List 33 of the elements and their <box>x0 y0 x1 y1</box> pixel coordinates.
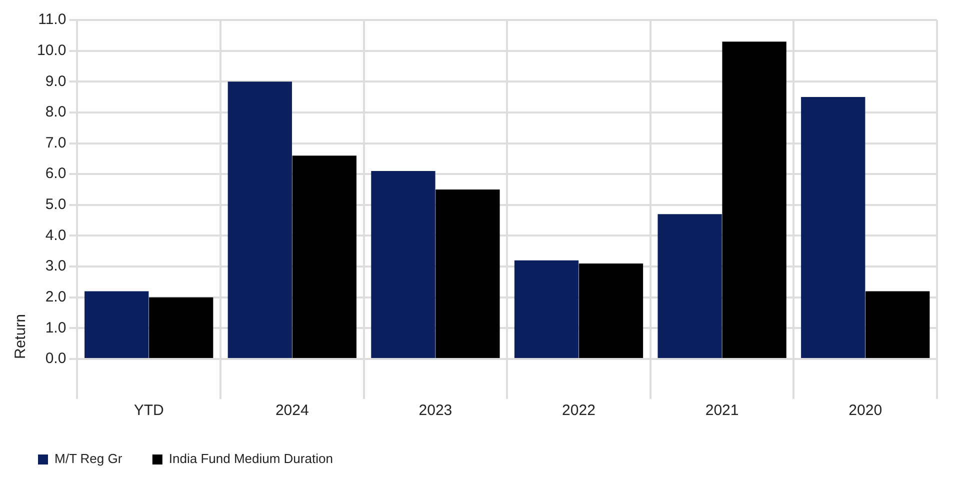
y-tick-label: 8.0 <box>45 104 66 121</box>
y-tick-label: 2.0 <box>45 288 66 306</box>
bar <box>436 190 500 358</box>
bar <box>371 171 436 358</box>
bar <box>578 263 644 358</box>
y-tick-label: 5.0 <box>45 196 66 214</box>
y-tick-label: 7.0 <box>45 134 66 152</box>
bar <box>801 97 866 358</box>
y-tick-label: 0.0 <box>45 350 66 368</box>
bar <box>149 297 214 358</box>
legend-label: India Fund Medium Duration <box>168 451 333 466</box>
x-tick-label: 2024 <box>275 402 309 420</box>
bar <box>722 42 786 358</box>
bar <box>866 291 930 358</box>
bar <box>84 291 149 358</box>
bar <box>658 214 722 358</box>
bar <box>514 260 579 358</box>
y-tick-label: 1.0 <box>45 319 66 336</box>
x-tick-label: 2022 <box>562 402 596 420</box>
bar <box>292 156 356 358</box>
x-tick-label: 2020 <box>848 402 882 420</box>
y-tick-label: 3.0 <box>45 258 66 275</box>
legend-label: M/T Reg Gr <box>54 451 123 466</box>
y-tick-label: 11.0 <box>38 11 66 28</box>
x-tick-label: 2023 <box>418 402 452 420</box>
y-tick-label: 10.0 <box>36 42 66 59</box>
y-tick-label: 6.0 <box>45 165 66 182</box>
bar <box>228 82 292 358</box>
y-axis-title: Return <box>12 314 30 359</box>
y-tick-label: 4.0 <box>45 226 66 244</box>
x-tick-label: YTD <box>134 402 164 420</box>
y-tick-label: 9.0 <box>45 72 66 90</box>
x-tick-label: 2021 <box>705 402 739 420</box>
